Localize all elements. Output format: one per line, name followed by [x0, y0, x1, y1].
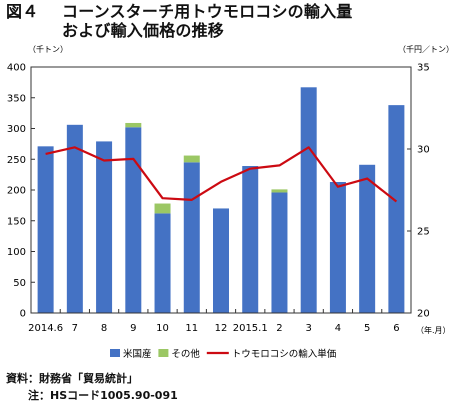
x-axis-tick-label: 7 — [72, 323, 78, 334]
x-axis-tick-label: 12 — [215, 323, 228, 334]
bar-us — [359, 164, 376, 313]
bar-us — [125, 127, 142, 314]
left-axis-tick-label: 250 — [7, 155, 26, 166]
x-axis-tick-label: 5 — [364, 323, 370, 334]
x-axis-tick-label: 4 — [335, 323, 341, 334]
left-axis-tick-label: 300 — [7, 124, 26, 135]
right-axis-tick-label: 30 — [417, 145, 430, 156]
x-axis-tick-label: 2 — [276, 323, 282, 334]
left-axis-tick-label: 400 — [7, 63, 26, 74]
legend-swatch — [158, 349, 169, 357]
legend-swatch — [110, 349, 120, 357]
bar-us — [271, 192, 288, 313]
left-axis-tick-label: 100 — [7, 247, 26, 258]
title-line-2: および輸入価格の推移 — [62, 21, 225, 40]
chart-title: 図４ コーンスターチ用トウモロコシの輸入量 および輸入価格の推移 — [6, 2, 446, 40]
bar-us — [242, 166, 259, 313]
left-axis-tick-label: 50 — [13, 278, 26, 289]
bar-other — [125, 122, 142, 128]
bar-us — [66, 124, 83, 313]
left-axis-tick-label: 350 — [7, 93, 26, 104]
left-axis-tick-label: 150 — [7, 216, 26, 227]
x-axis-tick-label: 11 — [185, 323, 198, 334]
x-axis-tick-label: 2015.1 — [233, 323, 268, 334]
legend-label: トウモロコシの輸入単価 — [232, 348, 337, 360]
x-axis-tick-label: 6 — [393, 323, 399, 334]
right-axis-tick-label: 20 — [417, 309, 430, 320]
right-axis-tick-label: 35 — [417, 63, 430, 74]
x-axis-tick-label: 3 — [306, 323, 312, 334]
bar-us — [329, 182, 346, 313]
right-axis-unit: （千円／トン） — [398, 44, 450, 54]
bar-us — [96, 141, 113, 313]
bar-us — [183, 162, 200, 313]
bar-other — [271, 189, 288, 193]
x-axis-tick-label: 9 — [130, 323, 136, 334]
x-axis-tick-label: 8 — [101, 323, 107, 334]
legend-label: その他 — [171, 348, 200, 360]
bar-us — [154, 213, 171, 313]
source-line: 資料：財務省「貿易統計」 — [6, 372, 138, 385]
left-axis-tick-label: 200 — [7, 186, 26, 197]
x-axis-tick-label: 2014.6 — [28, 323, 63, 334]
legend-label: 米国産 — [123, 348, 152, 360]
note-line: 注：HSコード1005.90-091 — [28, 389, 178, 402]
bar-other — [154, 203, 171, 214]
x-axis-unit: （年.月） — [416, 325, 450, 335]
bar-us — [300, 87, 317, 313]
bar-us — [388, 105, 405, 313]
bar-other — [183, 155, 200, 163]
x-axis-tick-label: 10 — [156, 323, 169, 334]
bar-us — [213, 208, 229, 313]
figure-label: 図４ — [6, 2, 39, 21]
left-axis-unit: （千トン） — [28, 44, 68, 54]
left-axis-tick-label: 0 — [20, 309, 26, 320]
right-axis-tick-label: 25 — [417, 227, 430, 238]
title-line-1: コーンスターチ用トウモロコシの輸入量 — [62, 2, 353, 21]
bar-us — [37, 146, 54, 313]
source-note: 資料：財務省「貿易統計」 注：HSコード1005.90-091 — [6, 370, 178, 404]
